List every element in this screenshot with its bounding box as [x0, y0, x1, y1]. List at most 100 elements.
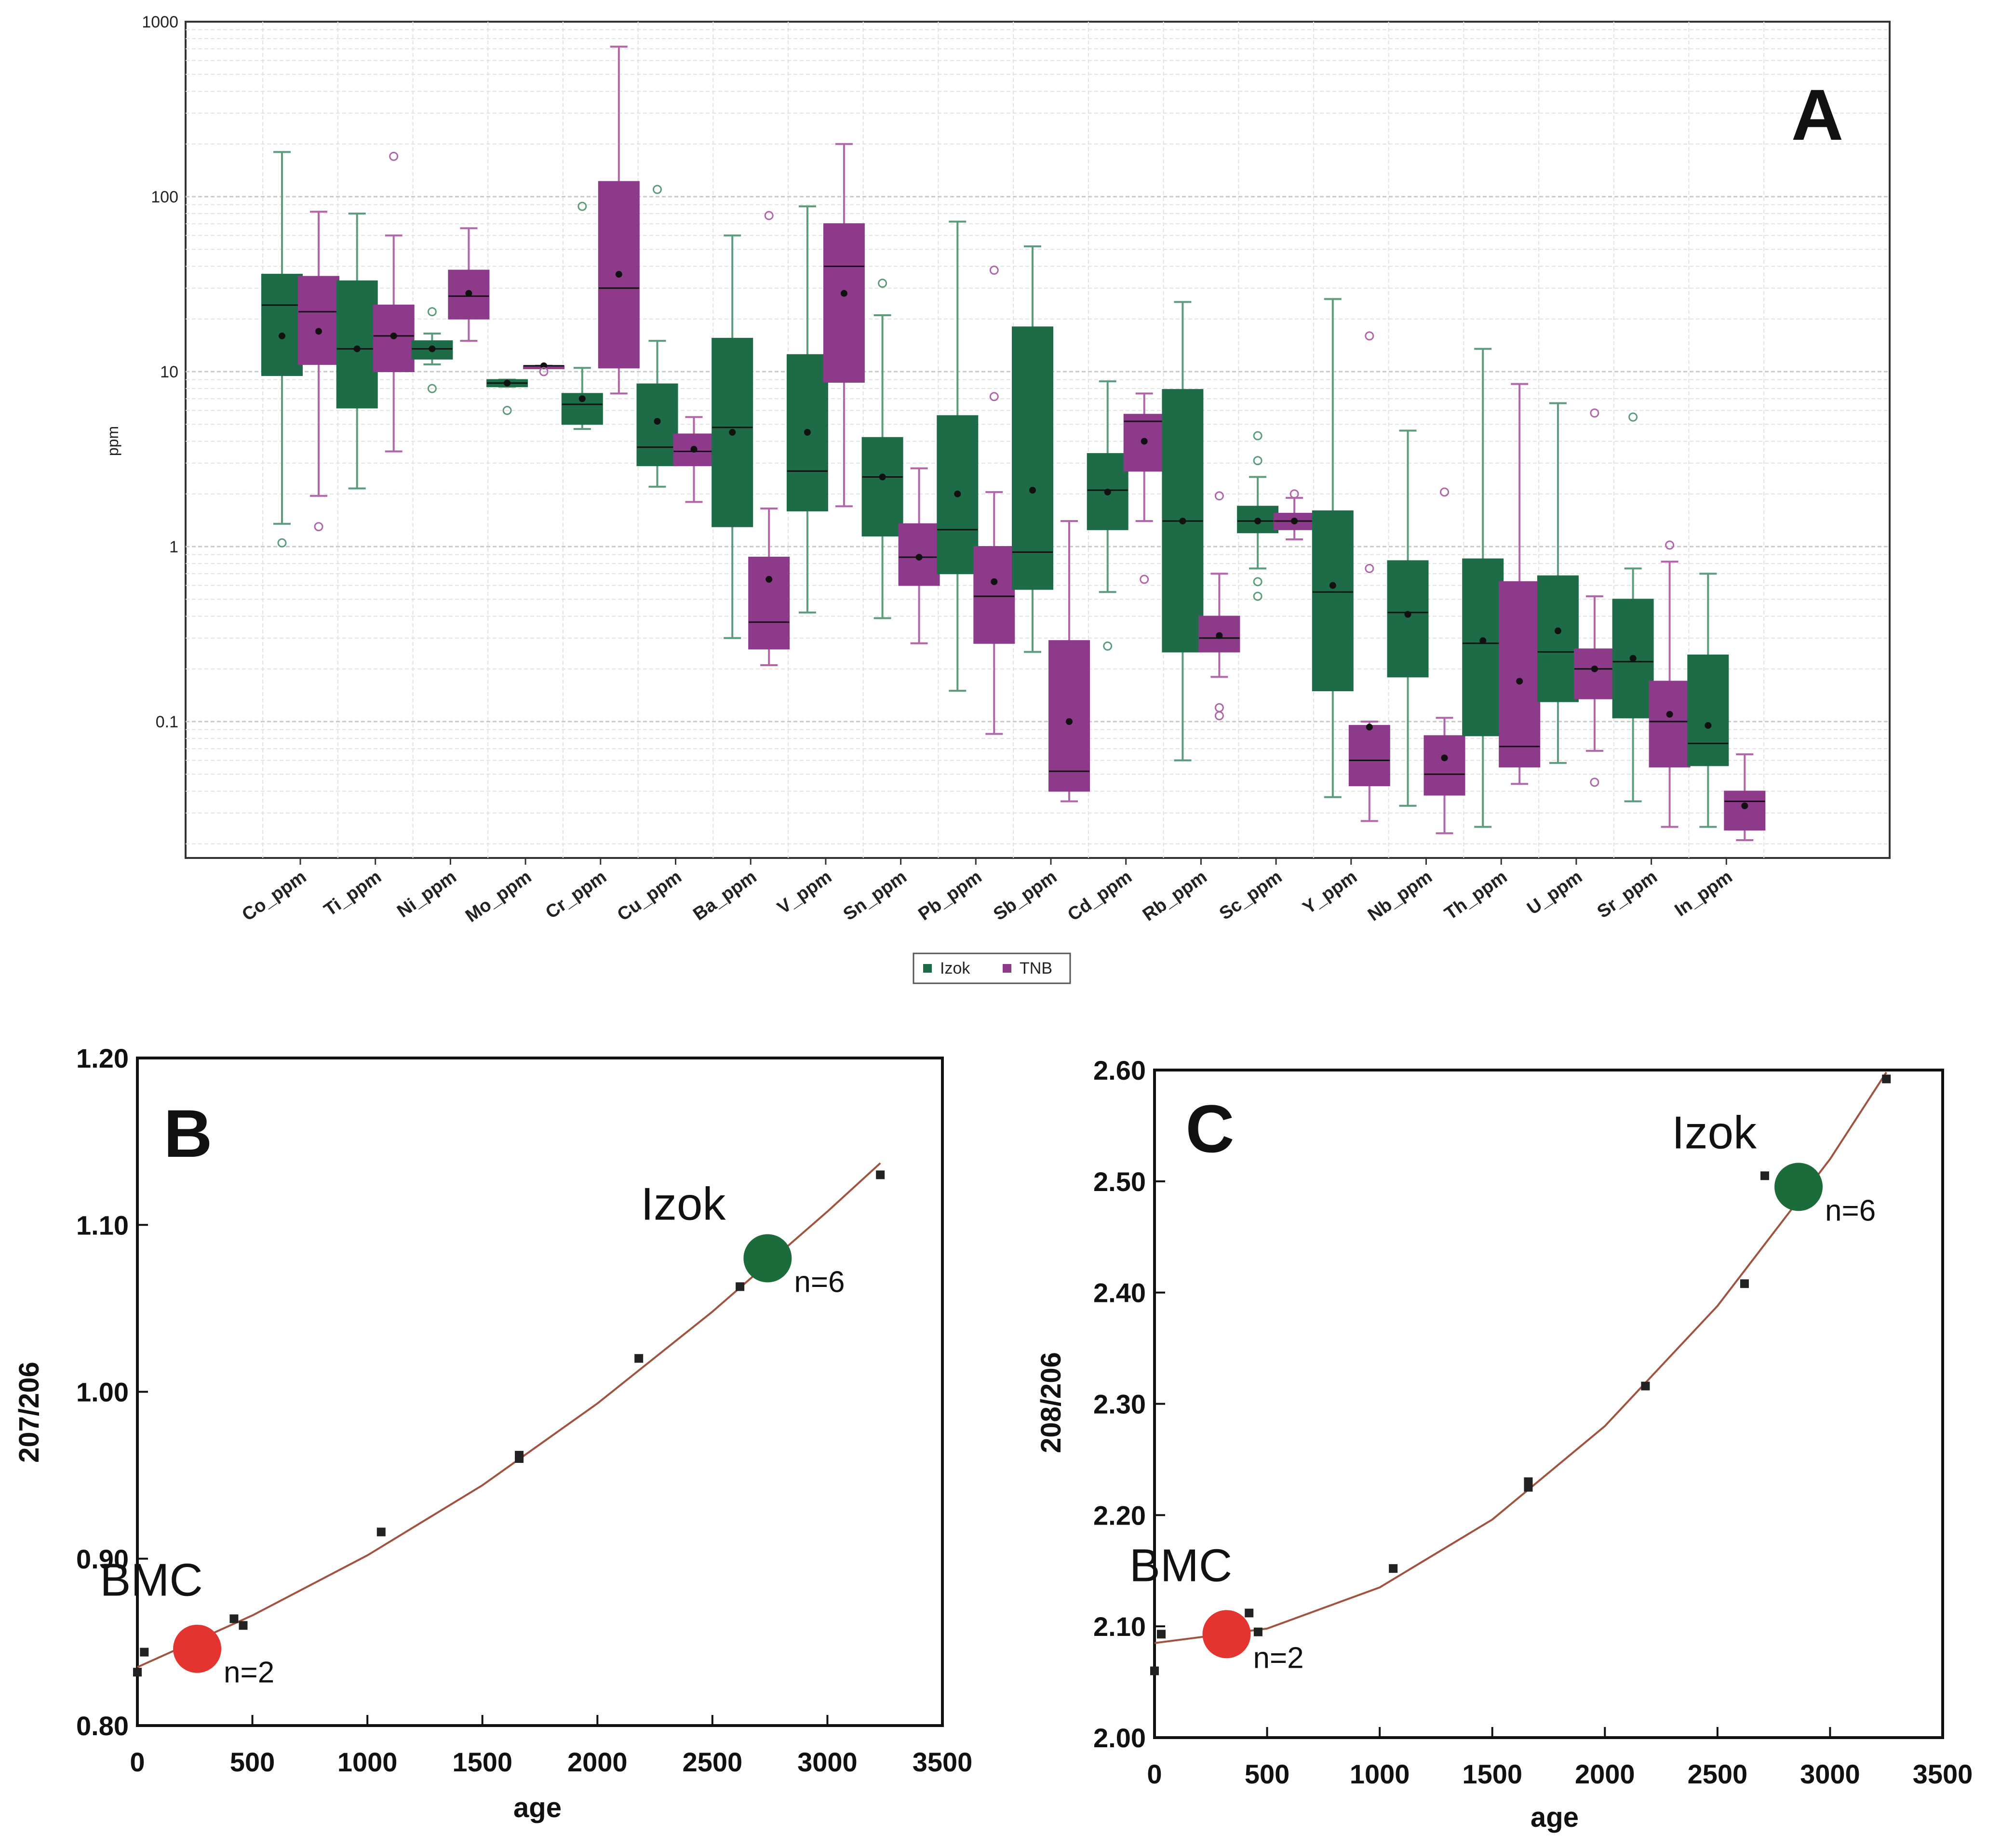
mean-point	[1066, 718, 1073, 725]
legend-swatch-izok	[923, 964, 932, 973]
x-tick-label: 3000	[797, 1747, 858, 1777]
plot-frame-b	[136, 1057, 944, 1727]
box-iqr	[1724, 790, 1766, 830]
box-iqr	[1012, 326, 1053, 590]
legend-label-izok: Izok	[940, 959, 970, 978]
box-Ti_ppm-izok	[336, 213, 378, 490]
y-tick-label: 2.50	[1093, 1166, 1146, 1197]
mean-point	[1141, 438, 1148, 445]
box-U_ppm-tnb	[1573, 408, 1615, 787]
data-point	[1740, 1279, 1749, 1288]
y-axis-label-b: 207/206	[13, 1362, 45, 1463]
box-Y_ppm-izok	[1312, 298, 1354, 798]
data-point	[140, 1647, 149, 1657]
box-Ti_ppm-tnb	[373, 151, 415, 453]
box-iqr	[1348, 725, 1390, 787]
x-axis-label-b: age	[513, 1792, 562, 1823]
box-In_ppm-izok	[1687, 573, 1729, 828]
mean-point	[1705, 722, 1712, 729]
box-Cu_ppm-tnb	[673, 416, 715, 503]
data-point	[736, 1282, 745, 1291]
box-iqr	[1048, 640, 1090, 792]
box-Rb_ppm-izok	[1162, 301, 1204, 762]
mean-point	[1629, 655, 1637, 662]
box-Sn_ppm-izok	[861, 279, 903, 619]
outlier-point	[1140, 575, 1149, 584]
x-tick-label: 500	[1245, 1759, 1289, 1789]
data-point	[1150, 1666, 1159, 1675]
outlier-point	[1253, 431, 1262, 441]
x-axis-label-c: age	[1531, 1802, 1579, 1833]
outlier-point	[1440, 487, 1449, 497]
box-iqr	[861, 437, 903, 536]
plot-frame-c	[1153, 1069, 1944, 1739]
data-point	[229, 1614, 239, 1623]
mean-point	[1479, 637, 1487, 644]
box-Ba_ppm-tnb	[748, 211, 790, 667]
x-tick-label: 3000	[1800, 1759, 1860, 1789]
box-Ba_ppm-izok	[712, 234, 753, 639]
boxes-a	[261, 45, 1766, 842]
y-tick-labels-a: 0.1 1 10 100 1000	[142, 13, 178, 731]
outlier-point	[1628, 412, 1638, 422]
box-In_ppm-tnb	[1724, 753, 1766, 842]
group-n-bmc: n=2	[1253, 1641, 1303, 1674]
box-Th_ppm-izok	[1462, 348, 1504, 828]
box-iqr	[411, 340, 453, 360]
mean-point	[1329, 582, 1336, 589]
x-tick-label: 0	[1147, 1759, 1162, 1789]
axes-c: 2.00 2.10 2.20 2.30 2.40 2.50 2.60 0 500 1000 1500…	[1093, 1055, 1973, 1789]
outlier-point	[1253, 591, 1262, 601]
group-marker-bmc	[1202, 1610, 1251, 1659]
outlier-point	[502, 406, 512, 415]
box-iqr	[298, 276, 339, 365]
box-Sr_ppm-tnb	[1649, 540, 1691, 828]
mean-point	[1029, 487, 1036, 494]
data-point	[1760, 1171, 1769, 1180]
outlier-point	[389, 151, 399, 161]
y-tick-label: 2.00	[1093, 1723, 1146, 1753]
mean-point	[315, 328, 322, 335]
data-point	[376, 1527, 386, 1537]
mean-point	[991, 578, 998, 585]
outlier-point	[1289, 489, 1299, 499]
x-tick-label: 500	[230, 1747, 275, 1777]
box-iqr	[748, 556, 790, 650]
mean-point	[1741, 802, 1748, 809]
y-tick-label: 0.90	[76, 1544, 129, 1574]
box-Rb_ppm-tnb	[1198, 491, 1240, 721]
outlier-point	[1590, 777, 1599, 787]
x-tick-label: 2000	[1575, 1759, 1635, 1789]
group-marker-bmc	[173, 1624, 222, 1673]
mean-point	[1254, 517, 1262, 524]
box-Co_ppm-izok	[261, 151, 303, 548]
panel-label-c: C	[1185, 1091, 1234, 1166]
mean-point	[954, 490, 961, 497]
data-point	[876, 1170, 885, 1179]
mean-point	[690, 446, 698, 453]
mean-point	[429, 345, 436, 352]
mean-point	[353, 345, 361, 352]
group-label-izok: Izok	[641, 1178, 726, 1230]
data-point	[515, 1451, 524, 1460]
group-label-bmc: BMC	[1129, 1540, 1232, 1591]
y-axis-label-a: ppm	[104, 426, 121, 456]
outlier-point	[1590, 408, 1599, 418]
panel-b: 0.80 0.90 1.00 1.10 1.20 0 500 1000 1500 2000 2500…	[13, 1043, 972, 1823]
outlier-point	[1665, 540, 1675, 550]
box-Cr_ppm-tnb	[598, 45, 640, 395]
group-label-izok: Izok	[1672, 1107, 1757, 1158]
box-Pb_ppm-tnb	[973, 266, 1015, 735]
legend-swatch-tnb	[1003, 964, 1011, 973]
y-tick-label: 0.1	[156, 713, 178, 731]
box-iqr	[823, 223, 865, 383]
mean-point	[840, 290, 847, 297]
box-iqr	[1087, 453, 1128, 530]
data-point	[239, 1621, 248, 1630]
outlier-point	[1214, 711, 1224, 721]
box-Sb_ppm-izok	[1012, 245, 1053, 653]
x-tick-label: 2500	[683, 1747, 743, 1777]
box-Mo_ppm-izok	[486, 378, 528, 415]
axes-b: 0.80 0.90 1.00 1.10 1.20 0 500 1000 1500 2000 2500…	[76, 1043, 972, 1777]
